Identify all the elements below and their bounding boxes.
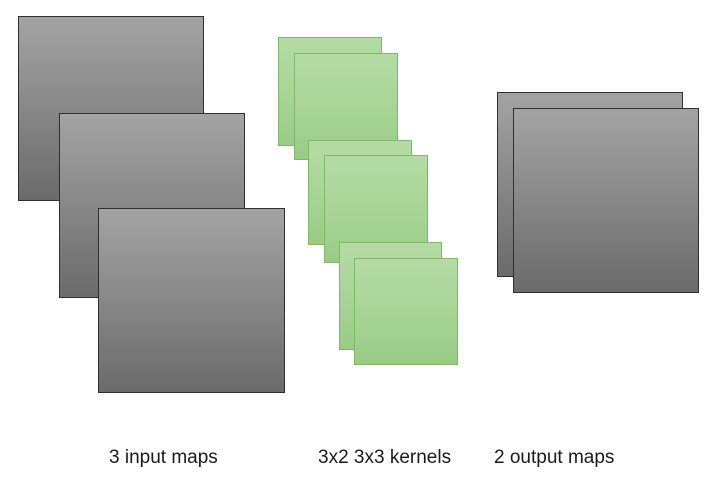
kernel-3b [354,258,458,365]
output-maps-caption: 2 output maps [494,447,615,468]
output-map-2 [513,108,699,293]
input-map-3 [98,208,285,393]
input-maps-caption: 3 input maps [109,447,218,468]
kernels-caption: 3x2 3x3 kernels [318,447,452,468]
